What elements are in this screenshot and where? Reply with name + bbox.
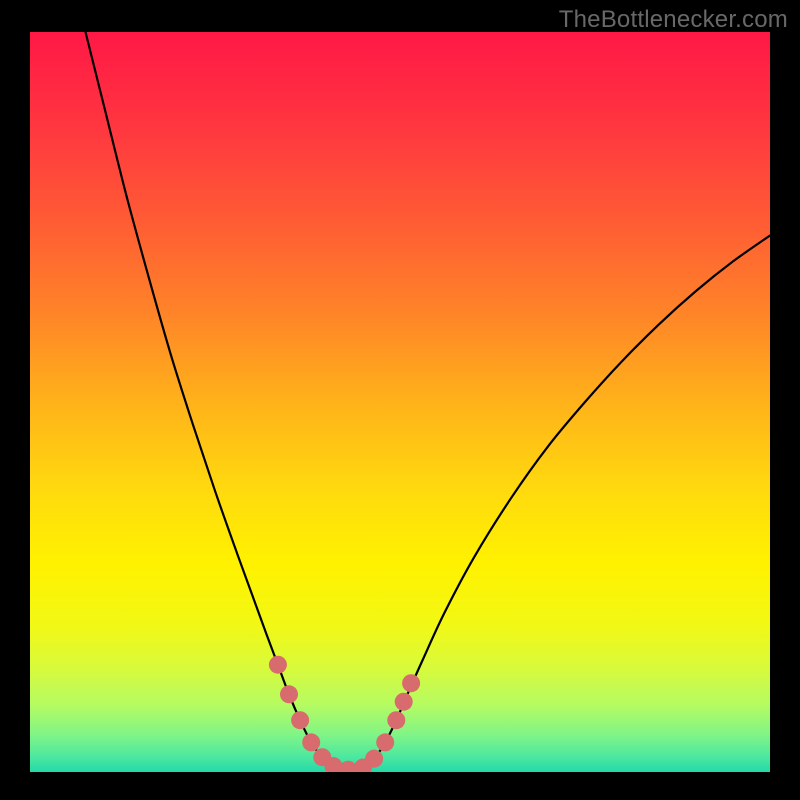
plot-background: [30, 32, 770, 772]
marker-dot: [291, 711, 309, 729]
marker-dot: [395, 693, 413, 711]
watermark-text: TheBottlenecker.com: [559, 6, 788, 34]
marker-dot: [324, 757, 342, 775]
marker-dot: [280, 685, 298, 703]
marker-dot: [365, 750, 383, 768]
marker-dot: [376, 733, 394, 751]
marker-dot: [402, 674, 420, 692]
marker-dot: [302, 733, 320, 751]
chart-container: TheBottlenecker.com: [0, 0, 800, 800]
marker-dot: [387, 711, 405, 729]
chart-svg: [0, 0, 800, 800]
marker-dot: [269, 656, 287, 674]
